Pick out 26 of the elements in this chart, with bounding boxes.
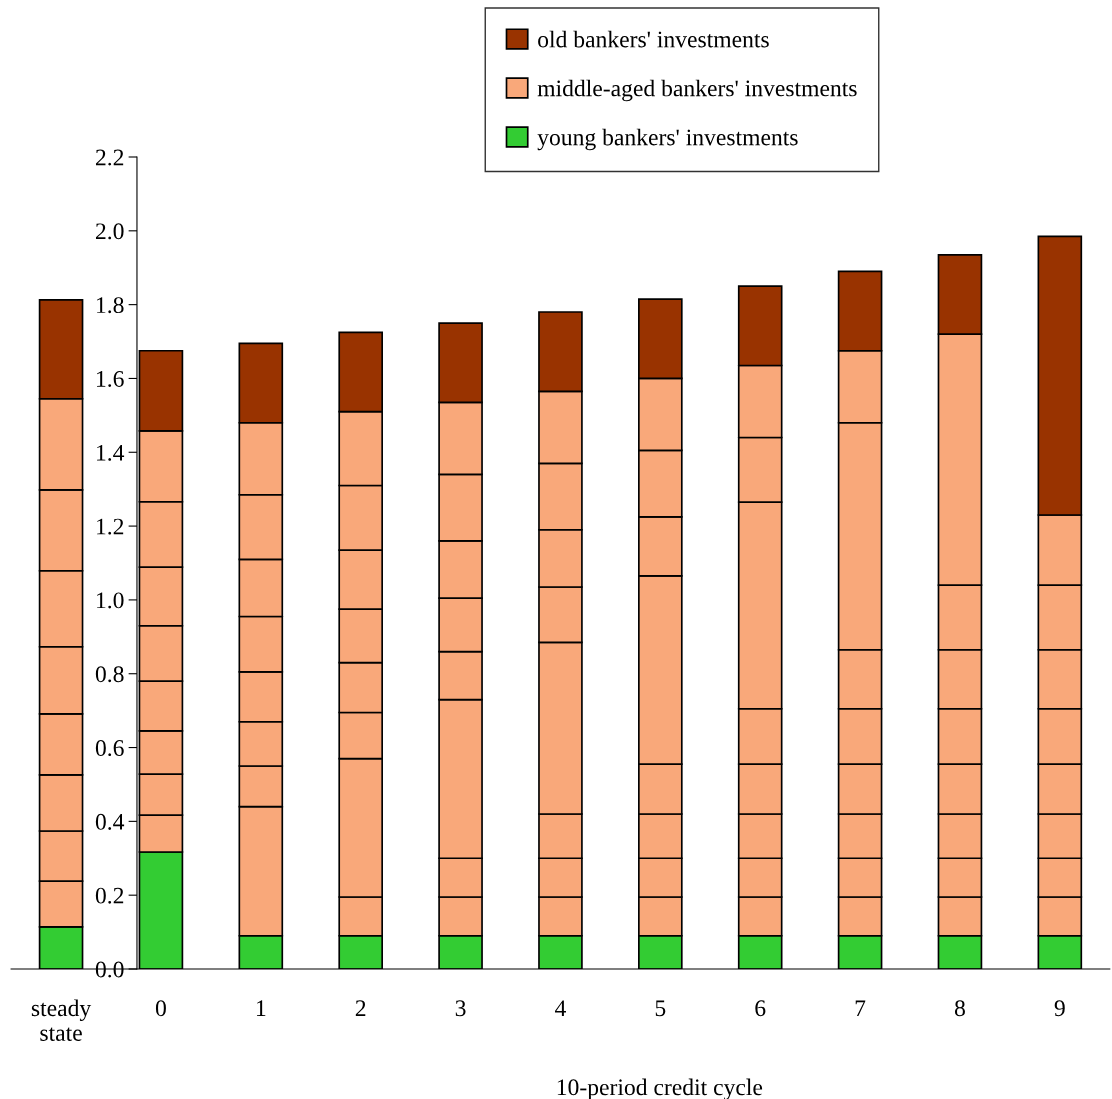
y-tick-label: 1.4 bbox=[97, 444, 125, 461]
x-tick-label: 4 bbox=[555, 1000, 566, 1016]
x-tick-label: 3 bbox=[455, 1000, 466, 1017]
legend-label: young bankers' investments bbox=[537, 128, 798, 151]
y-tick-label: 2.2 bbox=[95, 149, 124, 166]
y-tick-label: 1.6 bbox=[97, 371, 124, 387]
x-tick-label: 8 bbox=[954, 1000, 965, 1017]
x-tick-label: 7 bbox=[855, 1000, 866, 1016]
x-tick-label: 1 bbox=[256, 1000, 266, 1016]
x-tick-label: 5 bbox=[655, 1000, 666, 1017]
y-tick-label: 0.8 bbox=[95, 666, 124, 683]
y-tick-label: 0.0 bbox=[95, 961, 124, 978]
y-tick-label: 1.2 bbox=[97, 518, 124, 535]
y-tick-label: 0.6 bbox=[95, 740, 124, 757]
x-tick-label: 2 bbox=[355, 1000, 366, 1016]
y-tick-label: 0.4 bbox=[95, 813, 125, 830]
y-tick-label: 1.0 bbox=[97, 592, 124, 609]
legend-label: middle-aged bankers' investments bbox=[537, 79, 857, 102]
y-tick-label: 0.2 bbox=[95, 887, 124, 904]
x-tick-label: steady state bbox=[31, 999, 92, 1041]
legend-label: old bankers' investments bbox=[538, 30, 769, 48]
x-tick-label: 9 bbox=[1054, 1000, 1065, 1017]
y-tick-label: 1.8 bbox=[97, 297, 124, 314]
x-tick-label: 6 bbox=[755, 1000, 766, 1017]
x-tick-label: 0 bbox=[155, 1000, 166, 1017]
y-tick-label: 2.0 bbox=[95, 223, 124, 240]
